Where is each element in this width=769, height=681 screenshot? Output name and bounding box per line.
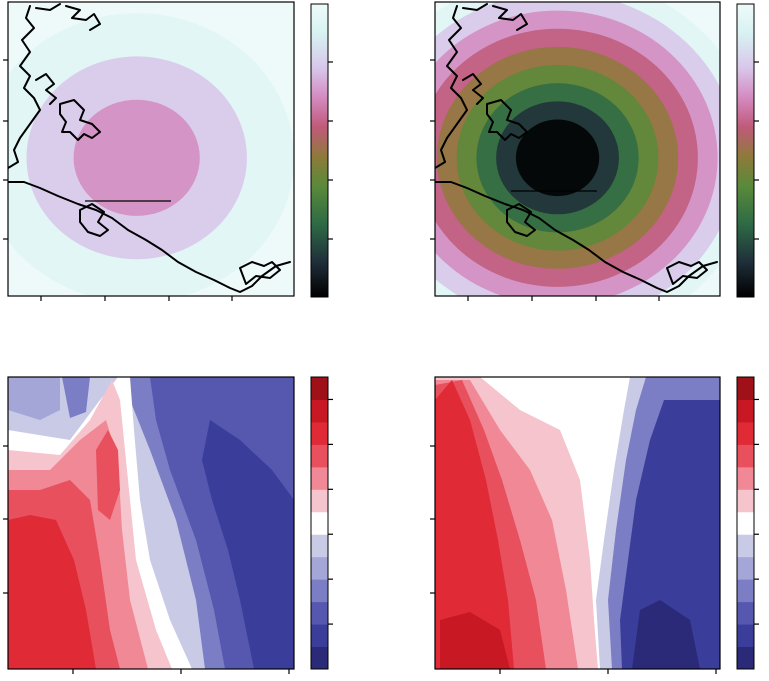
- region-pos-deep-right: [440, 612, 510, 669]
- colorbar-swatch: [737, 444, 754, 468]
- coastline-top-right: [435, 3, 718, 293]
- colorbar-swatch: [737, 646, 754, 670]
- colorbar-swatch: [311, 579, 328, 603]
- panel-top-left: [3, 1, 333, 301]
- colorbar-swatch: [737, 377, 754, 400]
- field-bottom-left: [8, 377, 294, 669]
- colorbar-swatch: [737, 579, 754, 603]
- field-top-right: [435, 2, 720, 296]
- region-neg-core-left: [202, 420, 294, 669]
- panel-bottom-left: [3, 376, 333, 674]
- colorbar-swatch: [311, 511, 328, 535]
- field-top-left: [8, 2, 294, 296]
- region-topleft-lavender: [8, 377, 60, 420]
- colorbar-swatch: [311, 421, 328, 445]
- region-neg-deep-right: [632, 600, 700, 669]
- colorbar-top-left: [310, 3, 329, 298]
- colorbar-swatch: [311, 624, 328, 648]
- colorbar-swatch: [311, 444, 328, 468]
- field-contour-level: [515, 119, 600, 197]
- colorbar-ticks-top-right: [754, 61, 759, 240]
- region-pos-core-left: [8, 515, 96, 669]
- region-pos-streak-left: [96, 430, 120, 520]
- colorbar-swatch: [311, 646, 328, 670]
- region-neg-core-right: [620, 400, 720, 669]
- colorbar-bottom-right: [736, 376, 759, 670]
- colorbar-swatch: [737, 421, 754, 445]
- colorbar-swatch: [737, 624, 754, 648]
- colorbar-swatch: [311, 466, 328, 490]
- frame-bottom-right: [434, 376, 721, 670]
- colorbar-swatch: [311, 556, 328, 580]
- ticks-bottom-right: [430, 445, 717, 674]
- colorbar-frame: [736, 376, 755, 670]
- colorbar-ticks-top-left: [328, 61, 333, 240]
- colorbar-swatch: [311, 601, 328, 625]
- ticks-bottom-left: [3, 445, 290, 674]
- panel-top-right: [430, 1, 759, 301]
- region-pos-core-right: [435, 380, 514, 669]
- colorbar-bottom-left: [310, 376, 333, 670]
- frame-top-left: [7, 1, 295, 297]
- ticks-top-left: [3, 59, 233, 301]
- region-top-blue-strip: [62, 377, 90, 418]
- frame-top-right: [434, 1, 721, 297]
- colorbar-swatch: [737, 601, 754, 625]
- colorbar-swatch: [311, 399, 328, 423]
- field-contour-level: [73, 99, 200, 216]
- colorbar-swatch: [737, 556, 754, 580]
- colorbar-swatch: [311, 377, 328, 400]
- colorbar-swatch: [737, 466, 754, 490]
- colorbar-swatch: [737, 399, 754, 423]
- colorbar-swatch: [737, 489, 754, 513]
- field-bottom-right: [435, 377, 720, 669]
- colorbar-top-right: [736, 3, 755, 298]
- colorbar-frame: [310, 376, 329, 670]
- colorbar-swatch: [737, 511, 754, 535]
- frame-bottom-left: [7, 376, 295, 670]
- coastline-top-left: [8, 3, 291, 293]
- colorbar-swatch: [311, 534, 328, 558]
- colorbar-swatch: [737, 534, 754, 558]
- ticks-top-right: [430, 59, 660, 301]
- panel-bottom-right: [430, 376, 759, 674]
- colorbar-swatch: [311, 489, 328, 513]
